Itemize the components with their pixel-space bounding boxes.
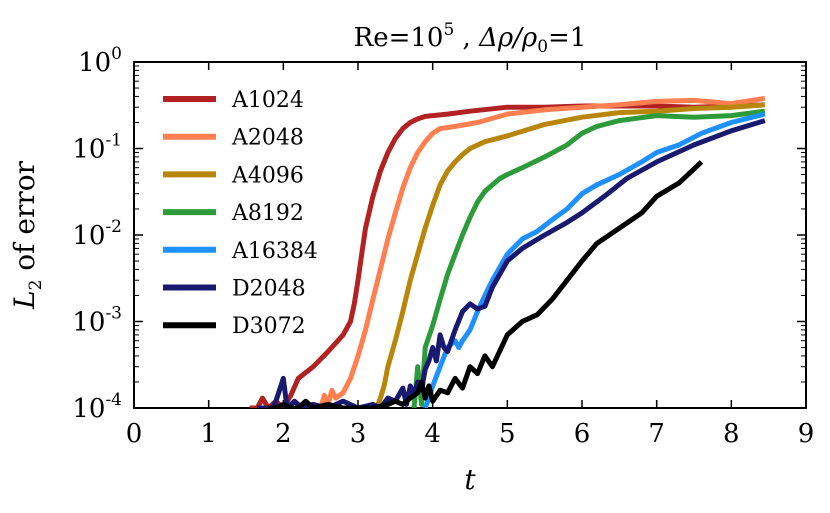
y-axis-title-rest: of error [8,160,41,279]
legend-label-a8192: A8192 [231,201,304,226]
x-tick-label: 6 [574,419,591,449]
y-tick-base: 10 [72,135,105,165]
series-line-a2048 [318,95,766,408]
y-axis-title-main: L [8,290,41,310]
legend-label-d3072: D3072 [232,314,306,339]
x-tick-label: 3 [350,419,367,449]
series-line-a8192 [411,108,766,408]
y-tick-label: 10-4 [72,390,122,424]
legend-label-a1024: A1024 [231,88,304,113]
series-layer [249,95,766,408]
y-tick-base: 10 [72,221,105,251]
x-tick-label: 1 [200,419,217,449]
y-tick-exp: -4 [105,390,122,410]
y-tick-label: 10-1 [72,131,122,165]
x-axis: 0 1 2 3 4 5 6 7 8 9 [126,62,815,449]
legend-label-a4096: A4096 [231,163,304,188]
y-tick-base: 10 [72,394,105,424]
y-tick-exp: -2 [105,217,122,237]
plot-frame [133,61,807,409]
y-axis-title: L2 of error [8,160,46,310]
series-line-d3072 [268,160,704,408]
series-line-d2048 [257,118,766,408]
y-tick-exp: -3 [105,304,122,324]
legend: A1024 A2048 A4096 A8192 A16384 D2048 D3072 [163,88,318,339]
legend-label-d2048: D2048 [232,277,306,302]
title-re-eq: =10 [389,23,444,53]
series-line-a16384 [422,111,766,408]
title-re-exp: 5 [443,20,454,40]
chart-title: Re=105 , Δρ/ρ0=1 [354,20,587,57]
legend-label-a16384: A16384 [231,239,318,264]
y-tick-exp: -1 [105,131,122,151]
y-axis-title-sub: 2 [26,280,46,291]
y-tick-base: 10 [72,308,105,338]
x-tick-label: 2 [275,419,292,449]
x-tick-label: 7 [648,419,665,449]
y-tick-label: 10-3 [72,304,122,338]
title-rho-sub: 0 [537,37,548,57]
x-axis-title: t [464,463,476,496]
title-sep: , [454,23,479,53]
y-tick-label: 100 [78,44,122,78]
x-tick-label: 9 [798,419,815,449]
y-tick-exp: 0 [111,44,122,64]
legend-label-a2048: A2048 [231,126,304,151]
x-tick-label: 0 [126,419,143,449]
x-tick-label: 4 [424,419,441,449]
y-tick-label: 10-2 [72,217,122,251]
title-rho: Δρ/ρ [478,23,538,53]
title-rho-eq: =1 [548,23,586,53]
title-re: Re [354,23,389,53]
x-tick-label: 8 [723,419,740,449]
y-tick-base: 10 [78,48,111,78]
x-tick-label: 5 [499,419,516,449]
series-line-a4096 [374,102,766,408]
